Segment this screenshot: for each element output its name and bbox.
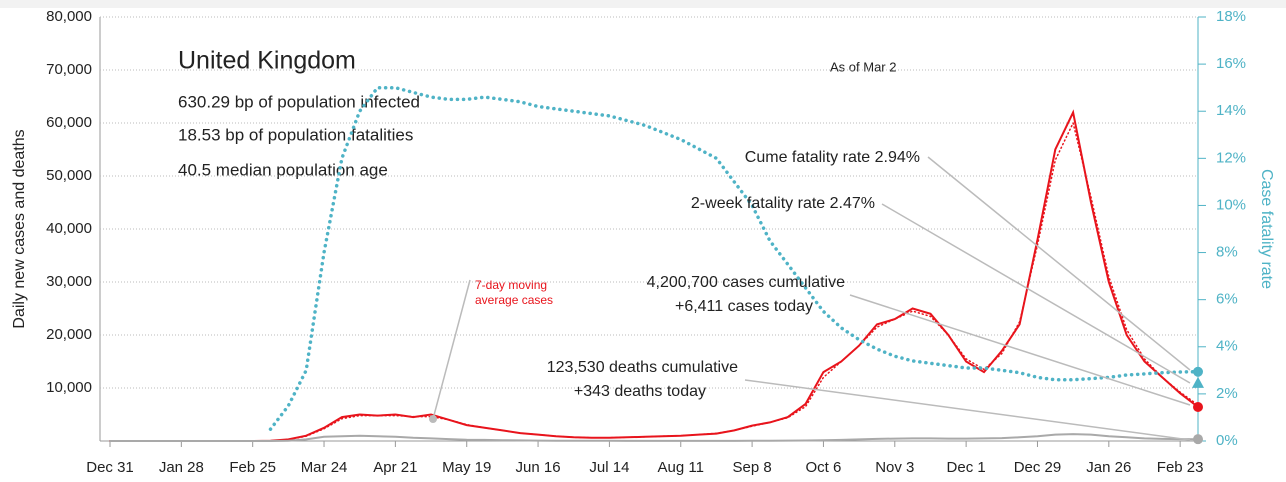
x-tick-label: Jan 28	[159, 459, 204, 476]
avg-callout-dot	[429, 415, 437, 423]
x-tick-label: Apr 21	[373, 459, 417, 476]
annotation: average cases	[475, 293, 553, 307]
y2-tick-label: 4%	[1216, 338, 1238, 355]
x-tick-label: May 19	[442, 459, 491, 476]
y-tick-label: 30,000	[46, 273, 92, 290]
x-tick-label: Aug 11	[658, 459, 704, 476]
y-tick-label: 20,000	[46, 326, 92, 343]
y2-tick-label: 0%	[1216, 432, 1238, 449]
stat: 630.29 bp of population infected	[178, 92, 420, 111]
y2-tick-label: 8%	[1216, 244, 1238, 261]
leader-line	[927, 156, 1191, 371]
y2-tick-label: 12%	[1216, 149, 1246, 166]
x-tick-label: Feb 25	[229, 459, 276, 476]
series-line	[268, 85, 1200, 431]
annotation: +6,411 cases today	[675, 298, 813, 315]
y2-tick-label: 6%	[1216, 291, 1238, 308]
leader-line	[432, 279, 471, 420]
annotation: +343 deaths today	[574, 383, 706, 400]
top-band	[0, 0, 1286, 8]
series-line	[109, 433, 1199, 442]
annotation: 123,530 deaths cumulative	[547, 359, 738, 376]
end-dot	[1193, 434, 1203, 445]
x-tick-label: Dec 31	[86, 459, 134, 476]
annotation: 7-day moving	[475, 278, 547, 292]
y-tick-label: 10,000	[46, 379, 92, 396]
y2-tick-label: 10%	[1216, 196, 1246, 213]
y-tick-label: 60,000	[46, 114, 92, 131]
two-week-rate-marker	[1192, 376, 1204, 388]
x-tick-label: Jan 26	[1086, 459, 1131, 476]
y2-tick-label: 2%	[1216, 385, 1238, 402]
x-tick-label: Nov 3	[875, 459, 914, 476]
series-line	[109, 120, 1199, 442]
x-tick-label: Dec 1	[947, 459, 986, 476]
x-tick-label: Jun 16	[516, 459, 561, 476]
panel-title: United Kingdom	[178, 47, 356, 75]
annotation: 2-week fatality rate 2.47%	[691, 195, 875, 212]
leader-line	[744, 379, 1191, 441]
x-tick-label: Jul 14	[589, 459, 629, 476]
end-dot	[1193, 366, 1203, 377]
stat: 18.53 bp of population fatalities	[178, 125, 413, 144]
x-tick-label: Oct 6	[806, 459, 842, 476]
y-axis-label: Daily new cases and deaths	[11, 129, 28, 328]
y-tick-label: 80,000	[46, 8, 92, 25]
y-tick-label: 50,000	[46, 167, 92, 184]
x-tick-label: Mar 24	[301, 459, 348, 476]
y2-tick-label: 14%	[1216, 102, 1246, 119]
y2-tick-label: 16%	[1216, 55, 1246, 72]
leader-line	[881, 203, 1191, 384]
annotation: 4,200,700 cases cumulative	[647, 274, 845, 291]
end-dot	[1193, 402, 1203, 413]
stat: 40.5 median population age	[178, 160, 388, 179]
y2-tick-label: 18%	[1216, 8, 1246, 25]
y2-axis-label: Case fatality rate	[1258, 169, 1275, 289]
x-tick-label: Sep 8	[732, 459, 771, 476]
leader-line	[849, 294, 1191, 406]
y-tick-label: 70,000	[46, 61, 92, 78]
y-tick-label: 40,000	[46, 220, 92, 237]
annotation: Cume fatality rate 2.94%	[745, 149, 920, 166]
x-tick-label: Dec 29	[1014, 459, 1062, 476]
as-of: As of Mar 2	[830, 59, 896, 74]
x-tick-label: Feb 23	[1157, 459, 1204, 476]
